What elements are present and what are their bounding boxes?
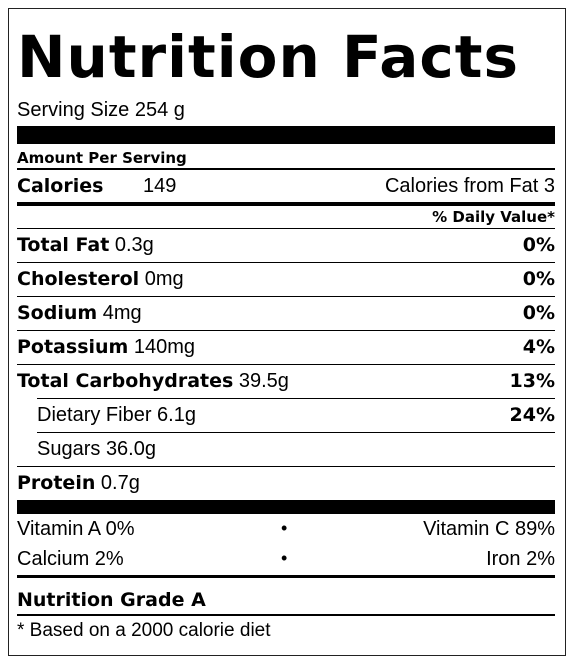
nutrient-row: Total Carbohydrates 39.5g 13% bbox=[17, 364, 555, 398]
nutrient-amount: 6.1g bbox=[157, 404, 196, 426]
nutrient-label: Total Fat 0.3g bbox=[17, 234, 154, 257]
daily-value: 4% bbox=[522, 336, 555, 358]
daily-value: 24% bbox=[509, 404, 555, 426]
nutrient-label: Sodium 4mg bbox=[17, 302, 142, 325]
nutrient-amount: 0.7g bbox=[100, 472, 140, 494]
nutrient-name: Sugars bbox=[37, 438, 101, 460]
nutrient-amount: 0mg bbox=[144, 268, 184, 290]
thick-bar bbox=[17, 126, 555, 144]
title: Nutrition Facts bbox=[17, 23, 519, 91]
nutrition-grade: Nutrition Grade A bbox=[17, 589, 206, 611]
divider-medium bbox=[17, 202, 555, 206]
nutrient-name: Sodium bbox=[17, 302, 98, 324]
nutrient-row: Protein 0.7g bbox=[17, 466, 555, 500]
nutrient-label: Dietary Fiber 6.1g bbox=[37, 404, 196, 427]
thick-bar bbox=[17, 500, 555, 514]
nutrient-row: Sodium 4mg 0% bbox=[17, 296, 555, 330]
nutrient-amount: 36.0g bbox=[105, 438, 156, 460]
nutrient-row: Total Fat 0.3g 0% bbox=[17, 228, 555, 262]
vitamin-left: Calcium 2% bbox=[17, 548, 124, 570]
footnote: * Based on a 2000 calorie diet bbox=[17, 620, 271, 641]
separator: • bbox=[281, 548, 288, 568]
nutrient-row: Potassium 140mg 4% bbox=[17, 330, 555, 364]
divider bbox=[17, 168, 555, 170]
daily-value: 0% bbox=[522, 268, 555, 290]
nutrient-label: Potassium 140mg bbox=[17, 336, 195, 359]
nutrient-name: Cholesterol bbox=[17, 268, 140, 290]
label-box: Nutrition Facts Serving Size 254 g Amoun… bbox=[8, 8, 566, 656]
nutrient-name: Protein bbox=[17, 472, 96, 494]
daily-value: 0% bbox=[522, 234, 555, 256]
daily-value: 13% bbox=[509, 370, 555, 392]
nutrient-row: Cholesterol 0mg 0% bbox=[17, 262, 555, 296]
vitamin-right: Vitamin C 89% bbox=[423, 518, 555, 540]
nutrient-name: Total Fat bbox=[17, 234, 110, 256]
serving-size: Serving Size 254 g bbox=[17, 99, 185, 121]
calories-label: Calories bbox=[17, 175, 104, 197]
calories-value: 149 bbox=[143, 175, 177, 197]
divider-medium bbox=[17, 575, 555, 578]
nutrient-name: Potassium bbox=[17, 336, 129, 358]
nutrient-label: Sugars 36.0g bbox=[37, 438, 156, 461]
nutrient-name: Dietary Fiber bbox=[37, 404, 152, 426]
nutrient-amount: 4mg bbox=[102, 302, 142, 324]
nutrient-label: Protein 0.7g bbox=[17, 472, 140, 495]
nutrient-amount: 140mg bbox=[133, 336, 196, 358]
nutrient-label: Cholesterol 0mg bbox=[17, 268, 184, 291]
nutrient-row: Dietary Fiber 6.1g 24% bbox=[37, 398, 555, 432]
amount-per-serving: Amount Per Serving bbox=[17, 149, 187, 167]
calories-from-fat: Calories from Fat 3 bbox=[384, 175, 555, 197]
separator: • bbox=[281, 518, 288, 538]
nutrient-amount: 0.3g bbox=[114, 234, 154, 256]
nutrient-name: Total Carbohydrates bbox=[17, 370, 234, 392]
nutrient-row: Sugars 36.0g bbox=[37, 432, 555, 466]
nutrient-amount: 39.5g bbox=[238, 370, 289, 392]
divider bbox=[17, 614, 555, 616]
daily-value: 0% bbox=[522, 302, 555, 324]
nutrient-label: Total Carbohydrates 39.5g bbox=[17, 370, 289, 393]
vitamin-right: Iron 2% bbox=[486, 548, 555, 570]
daily-value-header: % Daily Value* bbox=[432, 208, 555, 226]
vitamin-left: Vitamin A 0% bbox=[17, 518, 135, 540]
